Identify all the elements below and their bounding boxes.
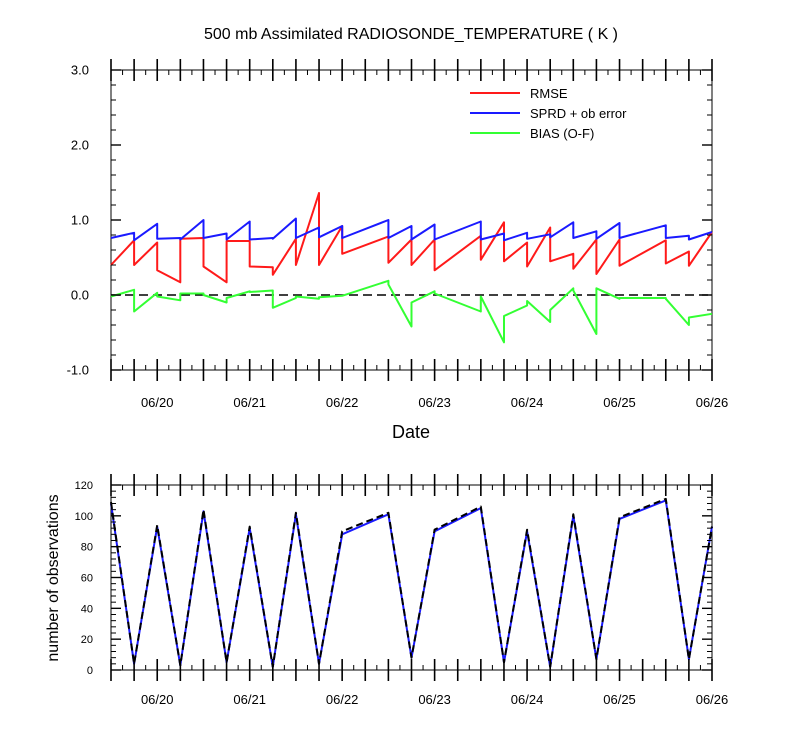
observations-panel: 0 20 40 60 80 100 120 06/20 06/21 06/22 06/23 06/2… <box>45 474 728 707</box>
x-tick-label: 06/21 <box>233 395 266 410</box>
x-tick-label: 06/26 <box>696 692 729 707</box>
y-tick-label: 120 <box>75 480 93 492</box>
y-axis-label: number of observations <box>45 494 62 661</box>
chart-title: 500 mb Assimilated RADIOSONDE_TEMPERATUR… <box>204 26 618 43</box>
series-line-sprd-ob-error <box>110 217 713 242</box>
x-tick-label: 06/26 <box>696 395 729 410</box>
x-tick-label: 06/24 <box>511 692 544 707</box>
y-tick-label: 40 <box>81 603 93 615</box>
legend-label: RMSE <box>530 86 568 101</box>
y-tick-label: -1.0 <box>67 363 89 378</box>
plot-frame <box>110 484 713 671</box>
series-line-bias-o-f <box>110 279 713 344</box>
y-tick-label: 0.0 <box>71 288 89 303</box>
y-tick-label: 0 <box>87 665 93 677</box>
x-tick-label: 06/22 <box>326 395 359 410</box>
legend-label: BIAS (O-F) <box>530 126 594 141</box>
legend-label: SPRD + ob error <box>530 106 627 121</box>
rmse-panel: 500 mb Assimilated RADIOSONDE_TEMPERATUR… <box>67 26 729 442</box>
y-tick-label: 60 <box>81 572 93 584</box>
x-tick-label: 06/24 <box>511 395 544 410</box>
series-line-observations-black-dashed <box>110 497 713 668</box>
x-tick-label: 06/25 <box>603 692 636 707</box>
y-tick-label: 80 <box>81 542 93 554</box>
legend: RMSE SPRD + ob error BIAS (O-F) <box>470 86 627 141</box>
y-tick-label: 2.0 <box>71 138 89 153</box>
x-tick-label: 06/23 <box>418 692 451 707</box>
series-line-rmse <box>110 192 713 284</box>
x-tick-label: 06/25 <box>603 395 636 410</box>
x-tick-label: 06/22 <box>326 692 359 707</box>
x-tick-label: 06/20 <box>141 395 174 410</box>
y-tick-label: 3.0 <box>71 63 89 78</box>
x-tick-label: 06/20 <box>141 692 174 707</box>
y-tick-label: 1.0 <box>71 213 89 228</box>
x-axis-label: Date <box>392 422 430 442</box>
y-tick-label: 20 <box>81 634 93 646</box>
y-tick-label: 100 <box>75 511 93 523</box>
x-tick-label: 06/21 <box>233 692 266 707</box>
x-tick-label: 06/23 <box>418 395 451 410</box>
